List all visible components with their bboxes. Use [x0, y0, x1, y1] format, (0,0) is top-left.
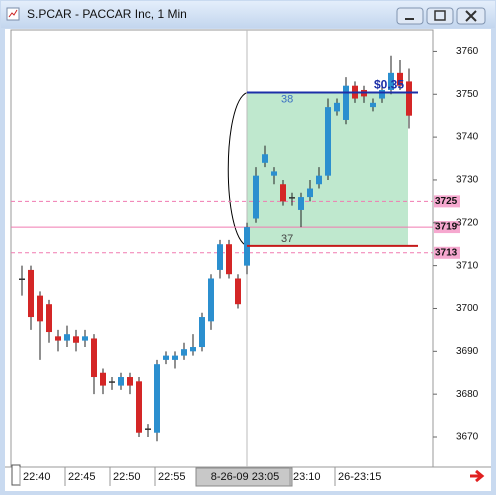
price-level-tag — [434, 221, 460, 234]
candle-body — [46, 304, 52, 333]
candle-body — [64, 334, 70, 341]
y-tick-label: 3750 — [456, 89, 479, 100]
y-tick-label: 3670 — [456, 432, 479, 443]
candle-body — [325, 107, 331, 176]
y-tick-label: 3740 — [456, 132, 479, 143]
candle-body — [379, 89, 385, 99]
candle-body — [19, 278, 25, 280]
chart-layer: 3725 3719 3713 3670 3680 3690 3700 3710 3720 3730… — [11, 30, 479, 487]
x-tick-label: 26-23:15 — [338, 471, 381, 483]
candle-body — [262, 154, 268, 163]
candle-body — [217, 244, 223, 270]
y-tick-label: 3710 — [456, 260, 479, 271]
candle-body — [388, 72, 394, 90]
candle-body — [28, 269, 34, 318]
y-tick-label: 3700 — [456, 303, 479, 314]
candle-body — [100, 372, 106, 386]
candle-body — [190, 347, 196, 352]
window-title: S.PCAR - PACCAR Inc, 1 Min — [27, 7, 187, 21]
price-level-label: 3725 — [435, 196, 458, 207]
y-tick-label: 3730 — [456, 175, 479, 186]
candle-body — [154, 364, 160, 433]
candle-body — [145, 428, 151, 430]
candle-body — [118, 377, 124, 386]
candle-body — [397, 72, 403, 86]
candle-body — [334, 102, 340, 112]
candle-body — [280, 184, 286, 202]
scroll-right-arrow[interactable] — [470, 469, 485, 483]
box-bottom-label: 37 — [281, 233, 293, 245]
candle-body — [289, 197, 295, 199]
candle-body — [316, 175, 322, 185]
candle-body — [343, 85, 349, 120]
price-level-label: 3719 — [435, 222, 458, 233]
price-level-tag — [434, 246, 460, 259]
x-tick-label: 22:45 — [68, 471, 96, 483]
x-tick-label: 22:55 — [158, 471, 186, 483]
candle-body — [235, 278, 241, 305]
candle-body — [226, 244, 232, 275]
candle-body — [199, 317, 205, 348]
candle-body — [172, 355, 178, 360]
x-tick-label: 22:40 — [23, 471, 51, 483]
candle-body — [163, 355, 169, 360]
candle-body — [406, 81, 412, 116]
box-change-label: $0.35 — [374, 78, 404, 92]
candle-body — [91, 338, 97, 378]
candle-body — [55, 336, 61, 341]
candle-body — [298, 197, 304, 210]
price-level-label: 3713 — [435, 247, 458, 258]
close-glyph — [465, 10, 477, 22]
box-top-label: 38 — [281, 93, 293, 105]
y-tick-label: 3690 — [456, 346, 479, 357]
range-arc — [227, 92, 248, 247]
candle-body — [181, 349, 187, 356]
x-tick-label: 22:50 — [113, 471, 141, 483]
cursor-time-label: 8-26-09 23:05 — [211, 471, 280, 483]
y-tick-label: 3720 — [456, 217, 479, 228]
candle-body — [307, 188, 313, 198]
price-level-tag — [434, 195, 460, 208]
cursor-time-box — [195, 467, 293, 487]
x-tick-label: 23:10 — [293, 471, 321, 483]
candle-body — [82, 336, 88, 341]
candle-body — [136, 381, 142, 433]
candle-body — [208, 278, 214, 322]
scroll-handle[interactable] — [11, 464, 21, 486]
maximize-button[interactable] — [426, 7, 454, 25]
window-icon-glyph — [8, 9, 18, 18]
maximize-glyph — [434, 10, 446, 21]
candle-body — [253, 175, 259, 219]
candle-body — [37, 295, 43, 322]
y-tick-label: 3760 — [456, 46, 479, 57]
y-tick-label: 3680 — [456, 389, 479, 400]
candle-body — [109, 381, 115, 383]
candle-body — [73, 336, 79, 343]
candle-body — [127, 377, 133, 386]
candle-body — [370, 102, 376, 108]
candle-body — [271, 171, 277, 176]
minimize-button[interactable] — [396, 7, 424, 25]
